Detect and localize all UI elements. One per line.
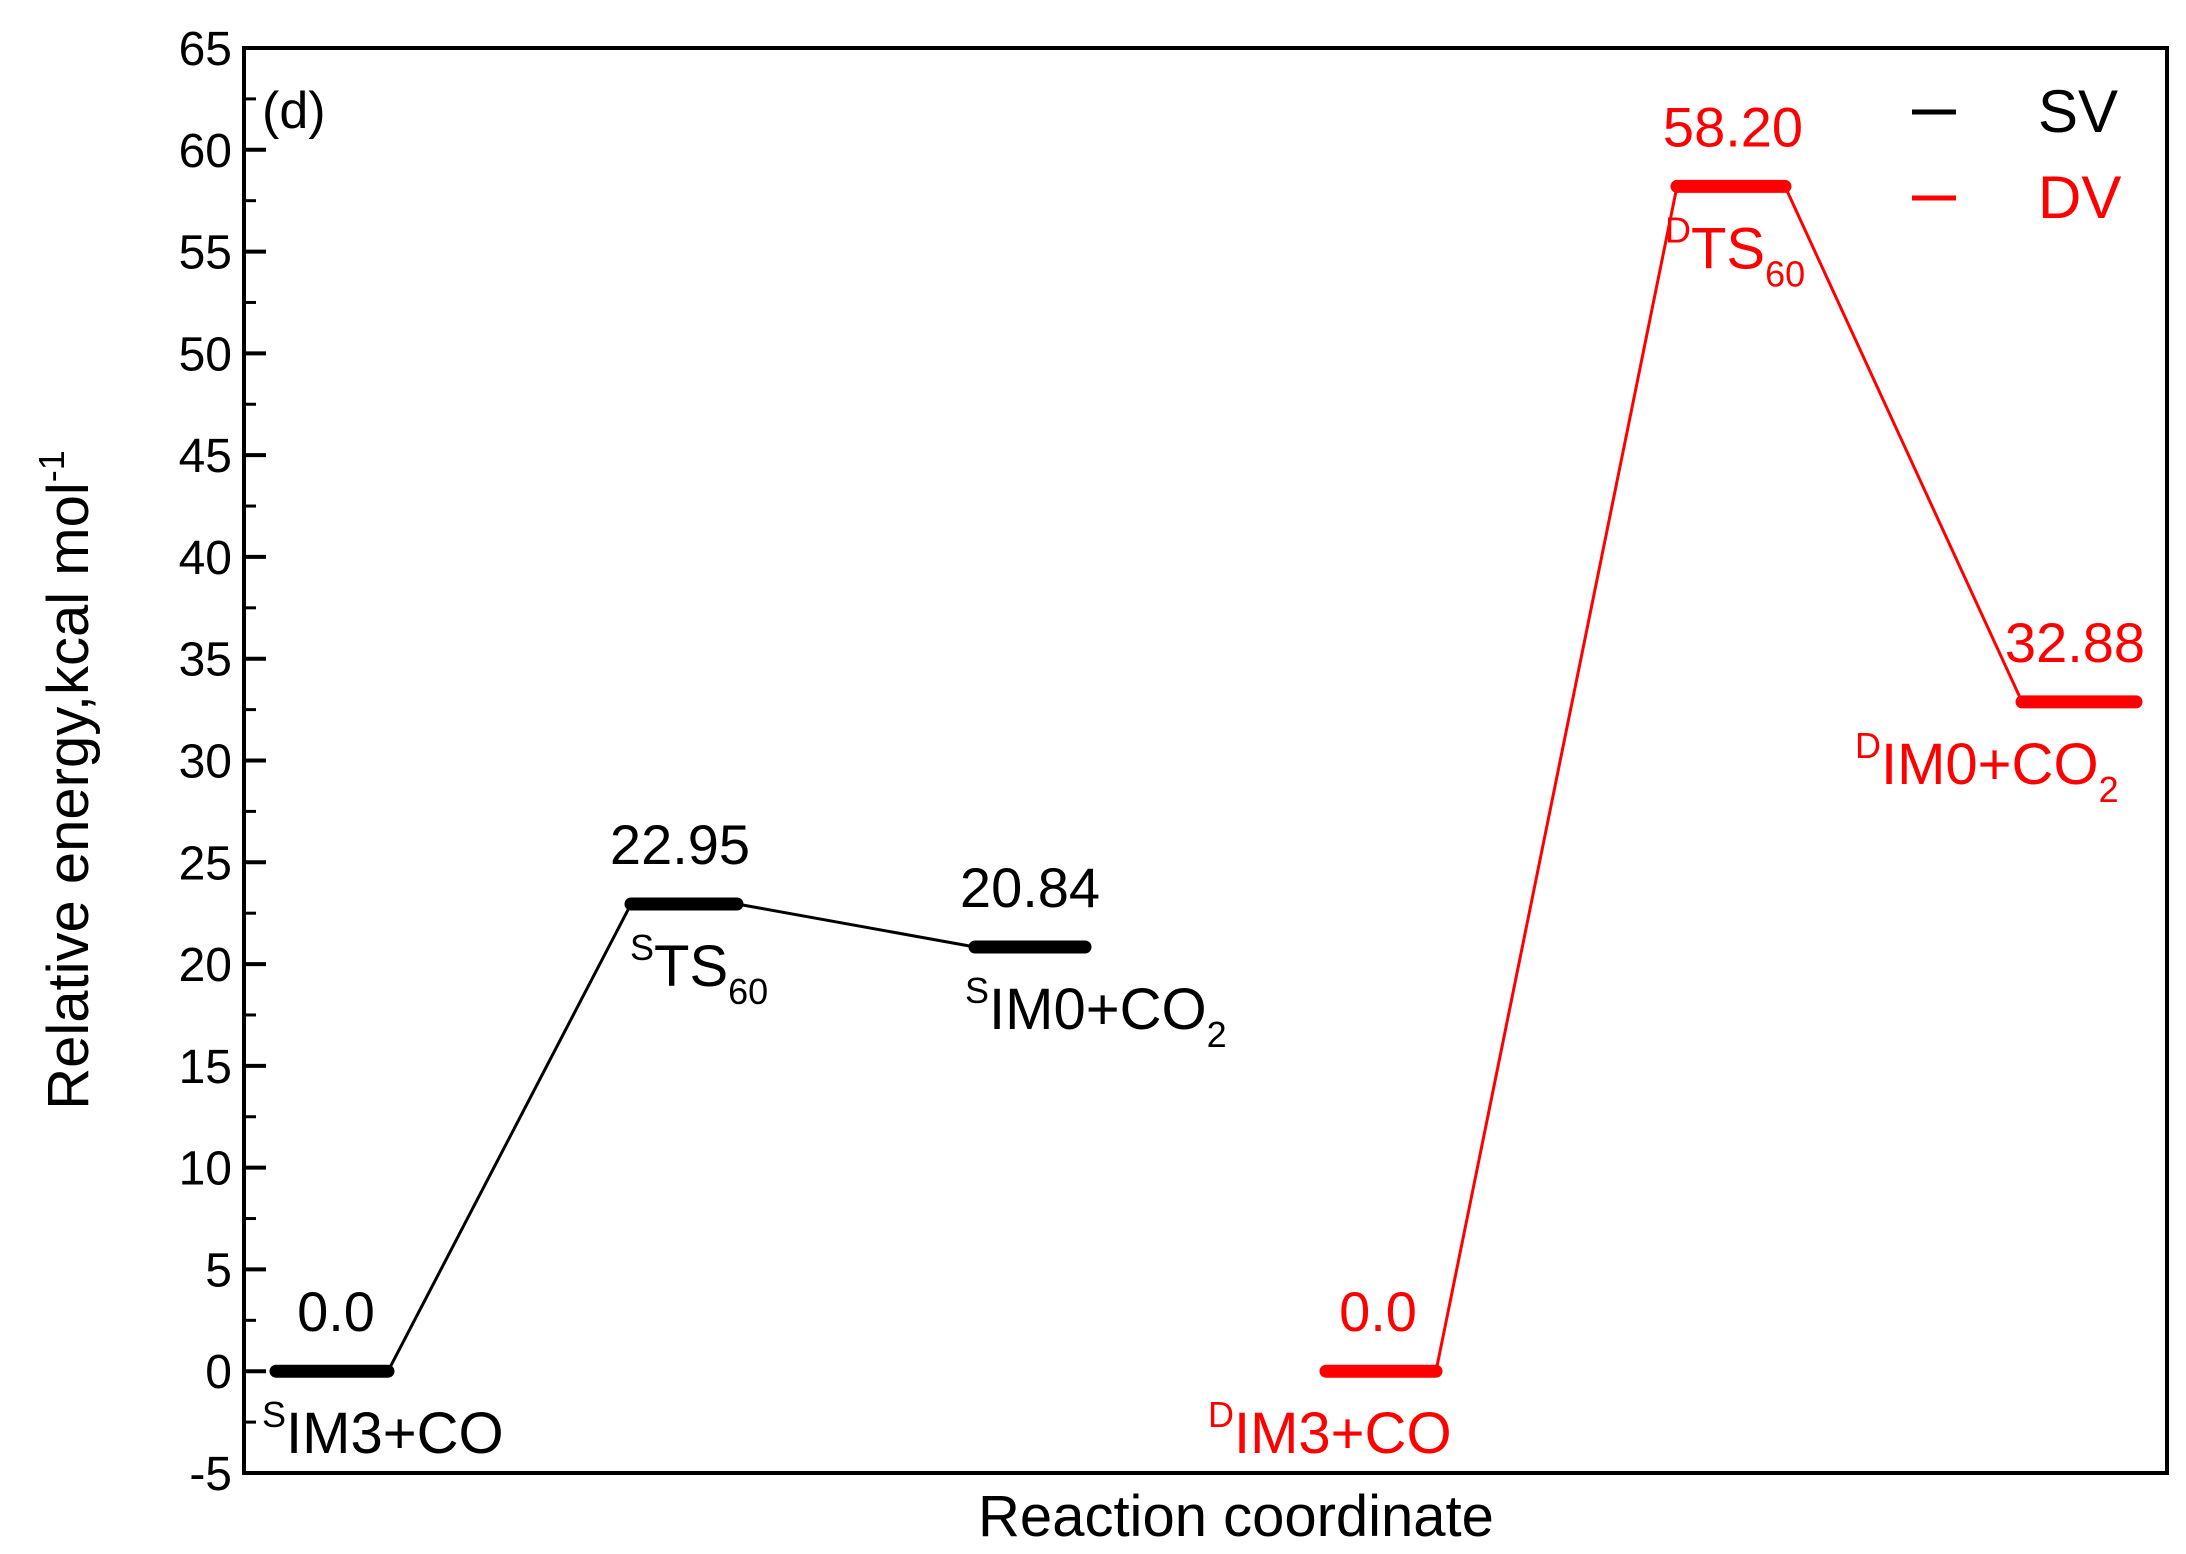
series-layer: 0.0SIM3+CO22.95STS6020.84SIM0+CO20.0DIM3… bbox=[262, 95, 2145, 1466]
y-axis: -5 0 5 10 15 20 25 30 35 40 45 50 55 60 65 bbox=[179, 23, 266, 1501]
y-tick-label: 65 bbox=[179, 23, 232, 76]
connector-line bbox=[736, 902, 976, 949]
species-superscript: S bbox=[965, 970, 989, 1011]
species-label: SIM3+CO bbox=[262, 1394, 504, 1466]
energy-value-label: 0.0 bbox=[1339, 1280, 1417, 1343]
species-subscript: 2 bbox=[1207, 1014, 1227, 1055]
connector-line bbox=[1434, 186, 1679, 1372]
species-label: SIM0+CO2 bbox=[965, 970, 1227, 1055]
legend-label-sv: SV bbox=[2038, 78, 2118, 145]
species-label: DTS60 bbox=[1665, 209, 1805, 294]
energy-value-label: 20.84 bbox=[960, 856, 1100, 919]
species-name: IM3+CO bbox=[1234, 1401, 1452, 1466]
y-tick-label: 30 bbox=[179, 736, 232, 789]
energy-value-label: 32.88 bbox=[2005, 611, 2145, 674]
connector-line bbox=[386, 903, 633, 1372]
y-tick-label: 55 bbox=[179, 227, 232, 280]
x-axis-label: Reaction coordinate bbox=[978, 1484, 1494, 1549]
y-axis-label-text: Relative energy,kcal mol bbox=[36, 482, 101, 1110]
species-label: DIM0+CO2 bbox=[1855, 725, 2119, 810]
y-tick-label: 35 bbox=[179, 634, 232, 687]
y-tick-label: 0 bbox=[205, 1346, 232, 1399]
y-axis-label: Relative energy,kcal mol-1 bbox=[31, 450, 101, 1110]
species-superscript: D bbox=[1208, 1394, 1234, 1435]
species-subscript: 2 bbox=[2099, 769, 2119, 810]
y-tick-label: 20 bbox=[179, 939, 232, 992]
species-subscript: 60 bbox=[1765, 253, 1805, 294]
y-tick-label: 25 bbox=[179, 837, 232, 890]
connector-line bbox=[1783, 185, 2024, 703]
y-tick-label: 50 bbox=[179, 328, 232, 381]
species-superscript: S bbox=[630, 927, 654, 968]
species-label: STS60 bbox=[630, 927, 768, 1012]
species-name: IM3+CO bbox=[286, 1401, 504, 1466]
species-superscript: S bbox=[262, 1394, 286, 1435]
y-tick-label: 45 bbox=[179, 430, 232, 483]
y-tick-label: 60 bbox=[179, 125, 232, 178]
y-axis-label-superscript: -1 bbox=[31, 450, 72, 482]
legend: SV DV bbox=[1912, 78, 2121, 231]
y-tick-label: 10 bbox=[179, 1143, 232, 1196]
species-name: IM0+CO bbox=[989, 977, 1207, 1042]
species-name: TS bbox=[1691, 216, 1765, 281]
y-tick-label: 5 bbox=[205, 1244, 232, 1297]
energy-value-label: 58.20 bbox=[1663, 95, 1803, 158]
energy-value-label: 0.0 bbox=[297, 1280, 375, 1343]
panel-label: (d) bbox=[262, 82, 326, 140]
species-label: DIM3+CO bbox=[1208, 1394, 1452, 1466]
species-superscript: D bbox=[1855, 725, 1881, 766]
legend-label-dv: DV bbox=[2038, 164, 2121, 231]
species-name: IM0+CO bbox=[1881, 732, 2099, 797]
y-tick-label: -5 bbox=[189, 1448, 232, 1501]
y-tick-label: 40 bbox=[179, 532, 232, 585]
energy-value-label: 22.95 bbox=[610, 813, 750, 876]
y-tick-label: 15 bbox=[179, 1041, 232, 1094]
species-superscript: D bbox=[1665, 209, 1691, 250]
species-name: TS bbox=[654, 934, 728, 999]
species-subscript: 60 bbox=[728, 971, 768, 1012]
